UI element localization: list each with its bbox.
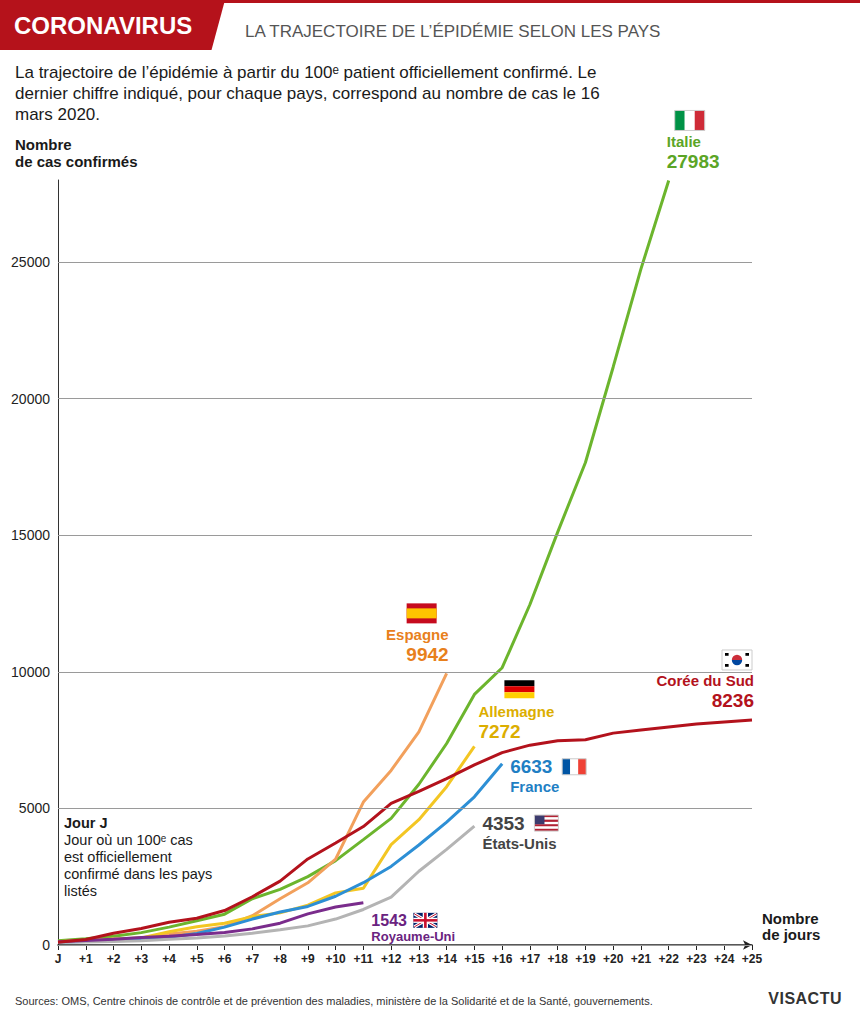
html-text:Jour J: Jour J xyxy=(64,815,108,831)
svg-text:+17: +17 xyxy=(520,952,541,966)
svg-text:1543: 1543 xyxy=(371,912,407,929)
svg-text:France: France xyxy=(510,778,559,795)
svg-text:20000: 20000 xyxy=(11,391,50,407)
svg-text:7272: 7272 xyxy=(478,721,520,742)
svg-text:6633: 6633 xyxy=(510,756,552,777)
html-text:La trajectoire de l’épidémie à: La trajectoire de l’épidémie à partir du… xyxy=(15,63,600,124)
svg-text:+24: +24 xyxy=(714,952,735,966)
svg-text:+3: +3 xyxy=(134,952,148,966)
svg-text:+20: +20 xyxy=(603,952,624,966)
svg-text:+12: +12 xyxy=(381,952,402,966)
svg-text:+5: +5 xyxy=(190,952,204,966)
svg-text:États-Unis: États-Unis xyxy=(482,835,556,852)
svg-text:+8: +8 xyxy=(273,952,287,966)
svg-text:27983: 27983 xyxy=(667,151,720,172)
svg-text:+11: +11 xyxy=(354,952,374,966)
svg-text:Corée du Sud: Corée du Sud xyxy=(656,672,754,689)
svg-text:+16: +16 xyxy=(492,952,513,966)
svg-text:+2: +2 xyxy=(107,952,121,966)
svg-text:0: 0 xyxy=(42,937,50,953)
html-text:VISACTU: VISACTU xyxy=(768,990,842,1007)
svg-text:J: J xyxy=(55,952,62,966)
html-text:LA TRAJECTOIRE DE L’ÉPIDÉMIE S: LA TRAJECTOIRE DE L’ÉPIDÉMIE SELON LES P… xyxy=(245,22,661,41)
html-text:Nombre de cas confirmés: Nombre de cas confirmés xyxy=(15,136,138,170)
svg-text:+9: +9 xyxy=(301,952,315,966)
svg-text:5000: 5000 xyxy=(19,800,50,816)
svg-text:+25: +25 xyxy=(742,952,763,966)
svg-text:+10: +10 xyxy=(325,952,346,966)
svg-text:+19: +19 xyxy=(575,952,596,966)
svg-text:+7: +7 xyxy=(245,952,259,966)
svg-text:Allemagne: Allemagne xyxy=(478,703,554,720)
svg-text:+15: +15 xyxy=(464,952,485,966)
svg-text:+13: +13 xyxy=(409,952,430,966)
svg-text:+1: +1 xyxy=(79,952,93,966)
svg-text:+22: +22 xyxy=(659,952,680,966)
svg-text:+18: +18 xyxy=(548,952,569,966)
html-text:Sources: OMS, Centre chinois d: Sources: OMS, Centre chinois de contrôle… xyxy=(15,995,653,1007)
html-text:Nombre de jours: Nombre de jours xyxy=(762,910,821,943)
html-text:CORONAVIRUS: CORONAVIRUS xyxy=(14,12,193,39)
svg-text:+14: +14 xyxy=(436,952,457,966)
svg-text:Royaume-Uni: Royaume-Uni xyxy=(371,929,455,944)
svg-text:9942: 9942 xyxy=(406,644,448,665)
html-text:Jour où un 100ᵉ cas est offici: Jour où un 100ᵉ cas est officiellement c… xyxy=(64,832,213,899)
svg-text:10000: 10000 xyxy=(11,664,50,680)
svg-text:4353: 4353 xyxy=(482,813,524,834)
svg-text:Espagne: Espagne xyxy=(386,626,449,643)
svg-text:+21: +21 xyxy=(631,952,652,966)
svg-text:+23: +23 xyxy=(686,952,707,966)
svg-text:+4: +4 xyxy=(162,952,176,966)
svg-text:25000: 25000 xyxy=(11,254,50,270)
svg-text:+6: +6 xyxy=(218,952,232,966)
svg-text:Italie: Italie xyxy=(667,133,701,150)
svg-text:8236: 8236 xyxy=(712,690,754,711)
svg-text:15000: 15000 xyxy=(11,527,50,543)
